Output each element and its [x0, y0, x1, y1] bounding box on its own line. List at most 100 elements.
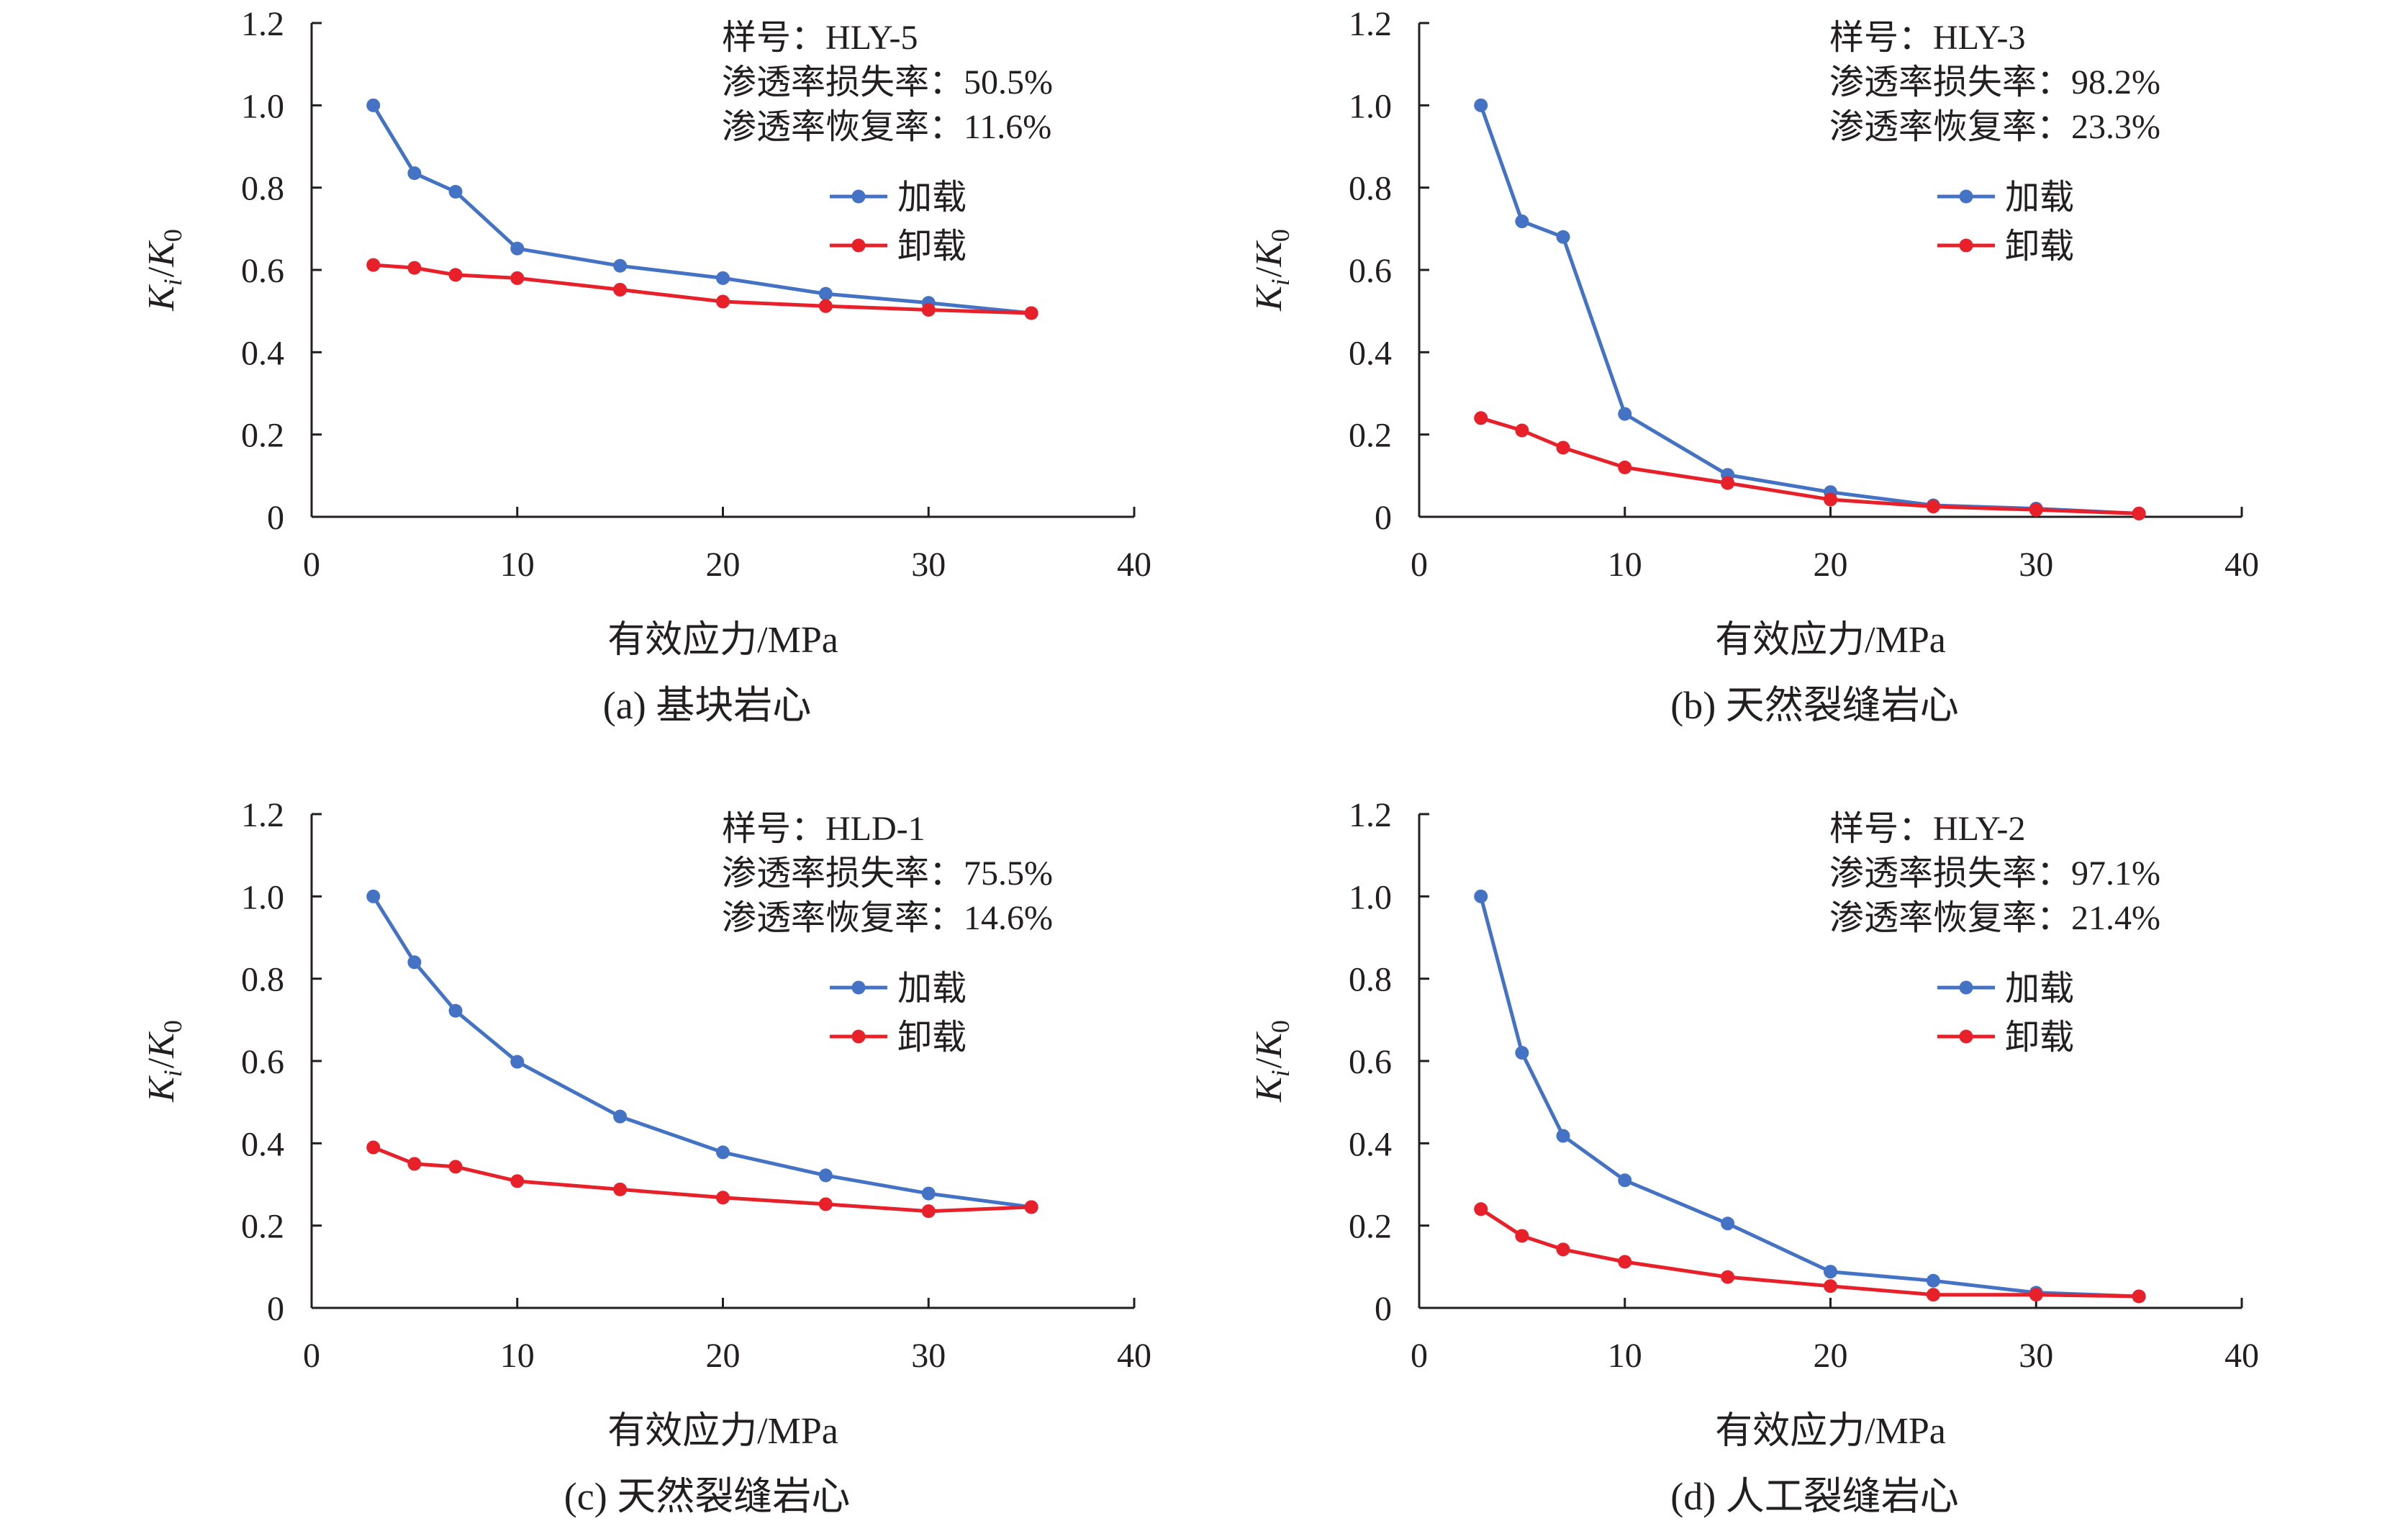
y-tick-label: 0.6: [1349, 252, 1392, 290]
data-point-unloading: [613, 1182, 628, 1196]
data-point-loading: [716, 1145, 730, 1160]
legend-label: 卸载: [897, 1019, 967, 1057]
y-tick-label: 1.0: [1349, 878, 1392, 916]
legend-swatch-marker: [1959, 1029, 1973, 1044]
y-tick-label: 0.2: [241, 417, 284, 455]
data-point-unloading: [1474, 1202, 1488, 1216]
chart-panel-4: 0 10 20 30 40 0 0.2 0.4 0.6 0.8 1.0 1.2 有效应力/MPa Ki/K…: [1249, 796, 2259, 1518]
panel-caption: (c) 天然裂缝岩心: [564, 1475, 850, 1518]
y-tick-label: 1.0: [241, 878, 284, 916]
x-tick-label: 0: [1411, 1337, 1428, 1375]
data-point-loading: [448, 1003, 463, 1018]
y-tick-label: 1.2: [241, 796, 284, 834]
x-tick-label: 40: [1117, 546, 1151, 584]
data-point-unloading: [407, 1157, 422, 1171]
data-point-loading: [510, 241, 525, 256]
x-tick-label: 10: [500, 546, 535, 584]
data-point-loading: [448, 184, 463, 199]
data-point-loading: [407, 955, 422, 970]
data-point-unloading: [1721, 1270, 1735, 1284]
legend-swatch-marker: [851, 1029, 866, 1044]
data-point-unloading: [2132, 1289, 2146, 1304]
y-tick-label: 1.0: [1349, 87, 1392, 125]
chart-panel-1: 0 10 20 30 40 0 0.2 0.4 0.6 0.8 1.0 1.2 有效应力/MPa Ki/K…: [141, 5, 1151, 727]
data-point-unloading: [716, 294, 730, 309]
y-tick-label: 1.2: [1349, 796, 1392, 834]
x-tick-label: 10: [1608, 546, 1642, 584]
y-tick-label: 0: [267, 499, 284, 537]
data-point-unloading: [921, 302, 936, 317]
data-point-loading: [366, 98, 381, 112]
legend-swatch-marker: [1959, 238, 1973, 253]
annotation-line-1: 样号：HLY-5: [722, 19, 918, 57]
x-tick-label: 20: [1814, 546, 1848, 584]
data-point-unloading: [510, 1174, 525, 1188]
chart-panel-2: 0 10 20 30 40 0 0.2 0.4 0.6 0.8 1.0 1.2 有效应力/MPa Ki/K…: [1249, 5, 2259, 727]
annotation-line-1: 样号：HLY-3: [1829, 19, 2026, 57]
data-point-loading: [366, 889, 381, 903]
y-tick-label: 0.4: [1349, 1125, 1392, 1163]
panel-caption: (b) 天然裂缝岩心: [1670, 684, 1958, 727]
x-tick-label: 20: [706, 1337, 741, 1375]
data-point-unloading: [1618, 1255, 1632, 1269]
y-tick-label: 0.4: [241, 334, 284, 372]
x-tick-label: 20: [706, 546, 741, 584]
x-tick-label: 0: [303, 546, 320, 584]
y-tick-label: 0.8: [1349, 961, 1392, 999]
y-axis-label: Ki/K0: [1249, 1020, 1295, 1103]
data-point-unloading: [1926, 1288, 1940, 1302]
legend-swatch-marker: [1959, 980, 1973, 995]
legend-label: 加载: [2005, 179, 2074, 217]
data-point-loading: [613, 1109, 628, 1124]
data-point-loading: [1474, 98, 1488, 112]
x-axis-label: 有效应力/MPa: [1715, 620, 1946, 661]
y-tick-label: 0.2: [241, 1208, 284, 1246]
y-axis-label: Ki/K0: [141, 1020, 187, 1103]
data-point-unloading: [1556, 1242, 1570, 1257]
data-point-unloading: [448, 268, 463, 282]
data-point-unloading: [1474, 411, 1488, 425]
x-tick-label: 40: [2224, 546, 2259, 584]
data-point-unloading: [1618, 460, 1632, 474]
legend-label: 加载: [897, 179, 967, 217]
data-point-unloading: [1721, 476, 1735, 490]
data-point-unloading: [921, 1204, 936, 1219]
series-line-unloading: [1480, 416, 2140, 515]
x-tick-label: 30: [911, 1337, 946, 1375]
data-point-loading: [1618, 1173, 1632, 1188]
data-point-loading: [716, 271, 730, 285]
data-point-unloading: [1024, 306, 1038, 320]
legend-swatch-marker: [851, 238, 866, 253]
data-point-loading: [1618, 407, 1632, 421]
data-point-unloading: [1926, 500, 1940, 514]
data-point-unloading: [366, 1140, 381, 1155]
annotation-line-1: 样号：HLD-1: [722, 810, 925, 848]
y-tick-label: 0.6: [241, 252, 284, 290]
data-point-unloading: [1556, 441, 1570, 455]
y-tick-label: 0.8: [241, 170, 284, 208]
y-tick-label: 0.4: [241, 1125, 284, 1163]
data-point-unloading: [2029, 1288, 2043, 1302]
annotation-line-3: 渗透率恢复率：23.3%: [1829, 108, 2160, 146]
data-point-unloading: [613, 282, 628, 297]
data-point-unloading: [1824, 1279, 1837, 1294]
y-tick-label: 0.4: [1349, 334, 1392, 372]
data-point-loading: [613, 258, 628, 273]
series-line-loading: [1479, 895, 2140, 1299]
x-axis-label: 有效应力/MPa: [1715, 1411, 1946, 1452]
panel-caption: (d) 人工裂缝岩心: [1670, 1475, 1958, 1518]
annotation-line-2: 渗透率损失率：98.2%: [1829, 63, 2160, 101]
legend-label: 加载: [897, 970, 967, 1008]
data-point-loading: [407, 166, 422, 181]
data-point-loading: [1721, 1216, 1735, 1231]
x-tick-label: 40: [2224, 1337, 2259, 1375]
x-tick-label: 10: [500, 1337, 535, 1375]
data-point-loading: [1474, 889, 1488, 903]
data-point-unloading: [407, 261, 422, 275]
x-axis-label: 有效应力/MPa: [607, 620, 838, 661]
y-tick-label: 0: [1375, 499, 1392, 537]
x-tick-label: 30: [2019, 546, 2053, 584]
data-point-unloading: [510, 271, 525, 285]
legend-swatch-marker: [851, 980, 866, 995]
data-point-unloading: [2029, 502, 2043, 517]
